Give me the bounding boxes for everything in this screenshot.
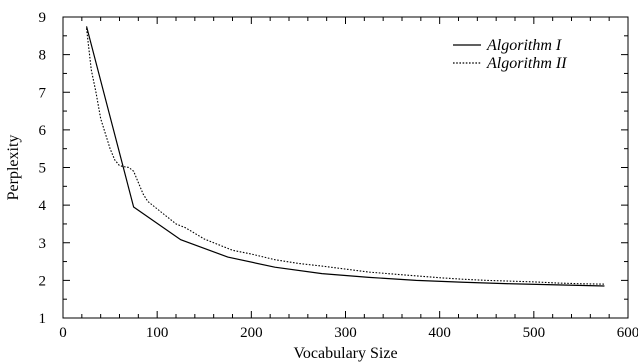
y-axis-title: Perplexity	[5, 135, 22, 201]
x-axis-ticks: 0 100 200 300 400 500 600	[59, 17, 638, 341]
y-tick-label: 2	[39, 273, 47, 289]
y-tick-label: 9	[39, 10, 47, 26]
x-tick-label: 300	[334, 325, 357, 341]
x-tick-label: 500	[523, 325, 546, 341]
x-tick-label: 100	[146, 325, 169, 341]
x-axis-title: Vocabulary Size	[293, 345, 397, 362]
y-tick-label: 3	[39, 236, 47, 252]
x-tick-label: 600	[617, 325, 638, 341]
series-line-2	[85, 28, 605, 285]
series-line-1	[85, 26, 605, 287]
x-tick-label: 200	[240, 325, 263, 341]
y-tick-label: 5	[39, 161, 47, 177]
x-tick-label: 400	[428, 325, 451, 341]
y-tick-label: 4	[39, 198, 47, 214]
legend-label-1: Algorithm I	[486, 37, 562, 54]
x-tick-label: 0	[59, 325, 67, 341]
y-tick-label: 6	[39, 123, 47, 139]
y-tick-label: 1	[39, 311, 47, 327]
y-tick-label: 8	[39, 48, 47, 64]
series-layer	[85, 26, 605, 287]
y-axis-ticks: 1 2 3 4 5 6 7 8 9	[39, 10, 628, 327]
legend-label-2: Algorithm II	[486, 55, 567, 72]
y-tick-label: 7	[39, 85, 47, 101]
